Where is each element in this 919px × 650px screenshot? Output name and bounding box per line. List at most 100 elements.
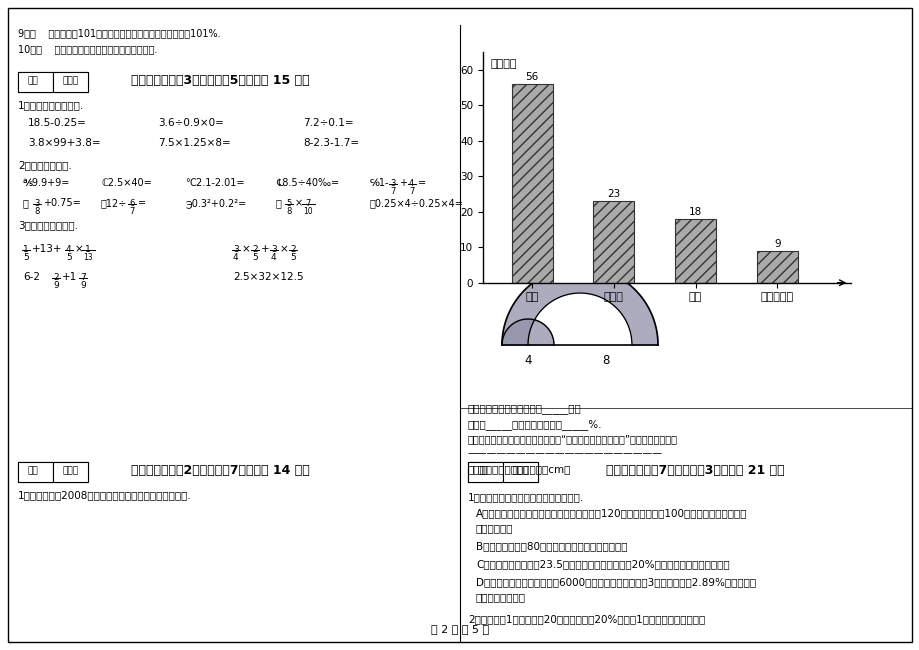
Bar <box>18 462 53 482</box>
Text: 10．（    ）长方形的周长一定，长与宽成反比例.: 10．（ ）长方形的周长一定，长与宽成反比例. <box>18 44 157 54</box>
Text: =: = <box>417 178 425 188</box>
Text: 4: 4 <box>271 253 277 262</box>
Text: 单位：票: 单位：票 <box>490 59 516 69</box>
Text: ℈0.3²+0.2²=: ℈0.3²+0.2²= <box>185 198 246 208</box>
Text: ℂ2.5×40=: ℂ2.5×40= <box>101 178 152 188</box>
Text: 9: 9 <box>80 281 85 290</box>
Text: 7: 7 <box>129 207 134 216</box>
Text: +: + <box>399 178 406 188</box>
Text: 56: 56 <box>525 72 539 82</box>
Text: 4: 4 <box>524 354 531 367</box>
Text: ×: × <box>279 244 289 254</box>
Bar <box>593 201 633 283</box>
Text: 得分: 得分 <box>28 77 39 86</box>
Text: 获得利息多少元？: 获得利息多少元？ <box>475 592 526 602</box>
Text: 5: 5 <box>286 199 291 208</box>
Text: 8: 8 <box>602 354 609 367</box>
Text: ℄8.5÷40‰=: ℄8.5÷40‰= <box>276 178 339 188</box>
Bar <box>511 84 552 283</box>
Text: 北京得_____票，占得票总数的_____%.: 北京得_____票，占得票总数的_____%. <box>468 419 602 430</box>
Bar <box>675 219 715 283</box>
Text: ×: × <box>242 244 251 254</box>
Text: 4: 4 <box>66 245 72 254</box>
Text: ␇12÷: ␇12÷ <box>101 198 127 208</box>
Polygon shape <box>528 293 631 345</box>
Text: 7: 7 <box>305 199 310 208</box>
Text: 评卷人: 评卷人 <box>62 467 79 476</box>
Text: 投票结果一出来，报纸、电视都说：“北京得票是数遥遥领先”，为什么这样说？: 投票结果一出来，报纸、电视都说：“北京得票是数遥遥领先”，为什么这样说？ <box>468 434 677 444</box>
Text: ×: × <box>295 198 302 208</box>
Text: 5: 5 <box>66 253 72 262</box>
Text: 求阴影部分的面积。（单位：cm）: 求阴影部分的面积。（单位：cm） <box>468 464 571 474</box>
Polygon shape <box>502 267 657 345</box>
Bar <box>503 462 538 482</box>
Text: 六、应用题（兲7小题，每题3分，共计 21 分）: 六、应用题（兲7小题，每题3分，共计 21 分） <box>605 465 784 478</box>
Text: 9．（    ）李师傅做101个零件，全部合格，合格率就达到了101%.: 9．（ ）李师傅做101个零件，全部合格，合格率就达到了101%. <box>18 28 221 38</box>
Text: ␆: ␆ <box>23 198 28 208</box>
Text: 4: 4 <box>409 179 414 188</box>
Text: 1: 1 <box>23 245 28 254</box>
Text: B、六年级有男生80人，比女生多，女生有多少人？: B、六年级有男生80人，比女生多，女生有多少人？ <box>475 541 627 551</box>
Text: 3、能简算的要简算.: 3、能简算的要简算. <box>18 220 78 230</box>
Text: ℅1-: ℅1- <box>369 178 389 188</box>
Text: A、六一儿童节，同学们做纸花，六年级做了120朵，五年级做了100朵，六年级比五年级多: A、六一儿童节，同学们做纸花，六年级做了120朵，五年级做了100朵，六年级比五… <box>475 508 747 518</box>
Bar <box>18 72 53 92</box>
Text: =: = <box>138 198 146 208</box>
Text: 2: 2 <box>252 245 257 254</box>
Text: 8: 8 <box>286 207 291 216</box>
Text: 3.8×99+3.8=: 3.8×99+3.8= <box>28 138 100 148</box>
Text: 8: 8 <box>34 207 40 216</box>
Text: ℃2.1-2.01=: ℃2.1-2.01= <box>185 178 244 188</box>
Text: 四、计算题（兲3小题，每题5分，共计 15 分）: 四、计算题（兲3小题，每题5分，共计 15 分） <box>130 75 309 88</box>
Text: 五、综合题（兲2小题，每题7分，共计 14 分）: 五、综合题（兲2小题，每题7分，共计 14 分） <box>130 465 309 478</box>
Text: 3: 3 <box>271 245 277 254</box>
Text: 10: 10 <box>302 207 312 216</box>
Text: 5: 5 <box>252 253 257 262</box>
Text: +0.75=: +0.75= <box>43 198 81 208</box>
Text: 9: 9 <box>53 281 59 290</box>
Text: 4: 4 <box>233 253 238 262</box>
Text: 7: 7 <box>80 273 85 282</box>
Text: 3: 3 <box>390 179 395 188</box>
Text: 第 2 页 共 5 页: 第 2 页 共 5 页 <box>430 624 489 634</box>
Bar <box>53 72 88 92</box>
Text: ␊0.25×4÷0.25×4=: ␊0.25×4÷0.25×4= <box>369 198 463 208</box>
Text: 23: 23 <box>607 189 619 200</box>
Text: 四个申办城市的得票总数是_____票，: 四个申办城市的得票总数是_____票， <box>468 404 581 414</box>
Text: 1: 1 <box>85 245 91 254</box>
Text: +1: +1 <box>62 272 77 282</box>
Text: 7.2÷0.1=: 7.2÷0.1= <box>302 118 353 128</box>
Text: 2: 2 <box>289 245 295 254</box>
Text: ×: × <box>75 244 84 254</box>
Text: 5: 5 <box>23 253 28 262</box>
Text: C、王庄去年总产值为23.5万元，今年比去年增加了20%，今年的产值是多少万元？: C、王庄去年总产值为23.5万元，今年比去年增加了20%，今年的产值是多少万元？ <box>475 559 729 569</box>
Text: 3.6÷0.9×0=: 3.6÷0.9×0= <box>158 118 223 128</box>
Text: 得分: 得分 <box>28 467 39 476</box>
Text: 13: 13 <box>83 253 93 262</box>
Text: 做百分之几？: 做百分之几？ <box>475 523 513 533</box>
Text: 1、直接写出计算结果.: 1、直接写出计算结果. <box>18 100 85 110</box>
Text: 3: 3 <box>233 245 239 254</box>
Text: 7.5×1.25×8=: 7.5×1.25×8= <box>158 138 231 148</box>
Text: 1、下面各题，只列出综合算式，不解答.: 1、下面各题，只列出综合算式，不解答. <box>468 492 584 502</box>
Text: 6-2: 6-2 <box>23 272 40 282</box>
Text: 6: 6 <box>129 199 134 208</box>
Text: 8-2.3-1.7=: 8-2.3-1.7= <box>302 138 358 148</box>
Text: 3: 3 <box>34 199 40 208</box>
Text: ␉: ␉ <box>276 198 281 208</box>
Text: +: + <box>261 244 269 254</box>
Bar <box>468 462 538 482</box>
Text: 评卷人: 评卷人 <box>62 77 79 86</box>
Text: ℁9.9+9=: ℁9.9+9= <box>23 178 70 188</box>
Bar <box>18 462 88 482</box>
Text: 1、下面是申报2008年奥运会主办城市的得票情况统计图.: 1、下面是申报2008年奥运会主办城市的得票情况统计图. <box>18 490 191 500</box>
Text: 2.5×32×12.5: 2.5×32×12.5 <box>233 272 303 282</box>
Text: 18.5-0.25=: 18.5-0.25= <box>28 118 86 128</box>
Text: 2: 2 <box>53 273 59 282</box>
Text: 7: 7 <box>409 187 414 196</box>
Text: 2、六年级（1）班有男生20人，比女生少20%，六（1）班共有学生多少人？: 2、六年级（1）班有男生20人，比女生少20%，六（1）班共有学生多少人？ <box>468 614 705 624</box>
Text: 7: 7 <box>390 187 395 196</box>
Bar <box>18 72 88 92</box>
Text: 评卷人: 评卷人 <box>513 467 528 476</box>
Text: D、小林的妆妇在农业银行买6000元国家建设债券，定朐3年，年利率为2.89%，到期她可: D、小林的妆妇在农业银行买6000元国家建设债券，定朐3年，年利率为2.89%，… <box>475 577 755 587</box>
